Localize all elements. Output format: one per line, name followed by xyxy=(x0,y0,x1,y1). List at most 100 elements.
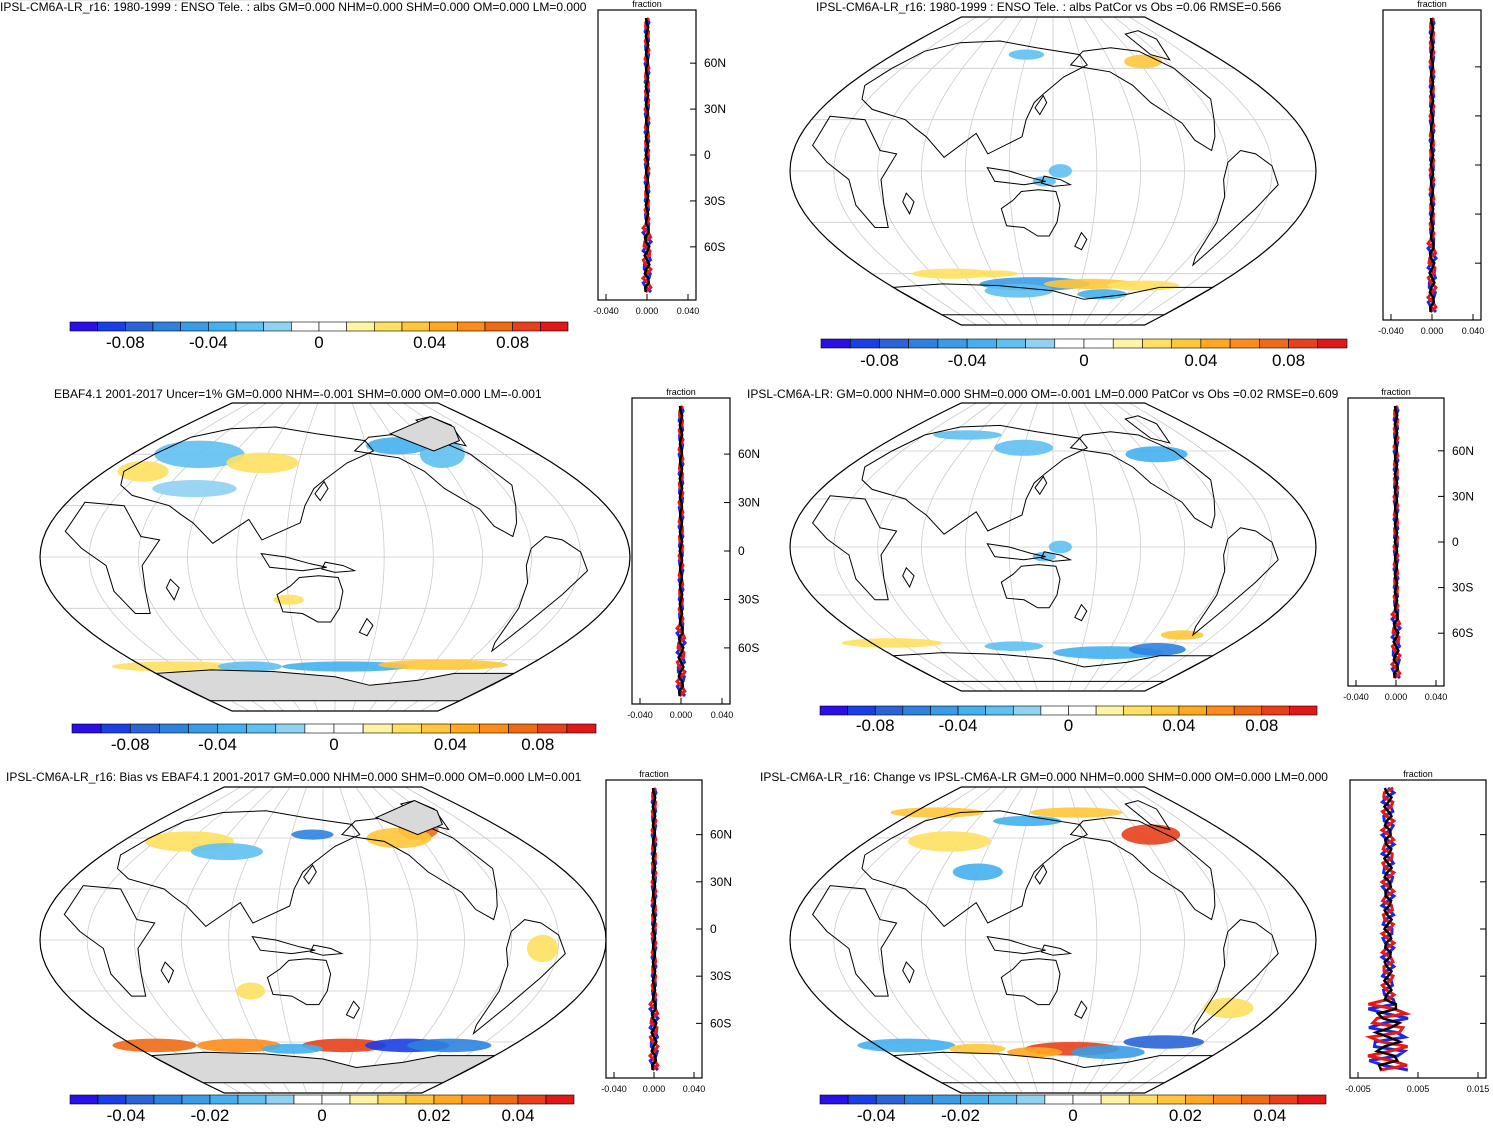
anomaly-patch xyxy=(378,659,508,670)
anomaly-patch xyxy=(948,1043,1006,1054)
coastline-eurasia xyxy=(116,810,361,928)
anomaly-patch xyxy=(1008,49,1045,60)
coastline-eurasia xyxy=(861,424,1088,535)
coastline-greenland xyxy=(1124,30,1171,61)
anomaly-patch xyxy=(1123,1035,1205,1049)
coastline-greenland xyxy=(1124,415,1171,444)
profile-line xyxy=(1392,405,1400,679)
anomaly-patch xyxy=(1048,540,1072,554)
profile-line xyxy=(1428,17,1436,313)
profile-xtick-label: 0.000 xyxy=(1385,692,1408,702)
colorbar-label: 0.08 xyxy=(496,333,529,352)
colorbar-label: 0.02 xyxy=(417,1106,450,1125)
colorbar-swatch xyxy=(566,723,597,734)
anomaly-patch xyxy=(908,831,991,852)
anomaly-patch xyxy=(1160,630,1204,640)
coastline-antarctica xyxy=(891,283,1215,316)
colorbar-label: 0.04 xyxy=(434,735,467,754)
profile-line xyxy=(677,405,685,697)
profile-ytick-label: 30S xyxy=(738,592,759,606)
colorbar-label: 0 xyxy=(1079,351,1088,370)
colorbar-label: 0 xyxy=(329,735,338,754)
colorbar: -0.08 -0.04 0 0.04 0.08 xyxy=(69,321,569,352)
coastline-greenland xyxy=(1124,800,1171,831)
colorbar-swatch xyxy=(1100,1094,1130,1105)
coastline-japan xyxy=(314,480,329,502)
zonal-profile: fraction -0.040 0.000 0.040 xyxy=(1378,0,1484,336)
colorbar-label: 0.04 xyxy=(501,1106,534,1125)
colorbar-label: -0.04 xyxy=(198,735,237,754)
coastline-africa xyxy=(811,885,898,997)
coastlines xyxy=(63,800,566,1084)
anomaly-patch xyxy=(993,815,1062,827)
profile-xtick-label: 0.040 xyxy=(1425,692,1448,702)
profile-axis-label: fraction xyxy=(639,769,669,779)
colorbar-swatch xyxy=(932,1094,961,1105)
colorbar-swatch xyxy=(1213,1094,1242,1105)
coastlines xyxy=(811,800,1279,1084)
anomaly-patch xyxy=(1029,807,1123,818)
map-border xyxy=(789,786,1317,1094)
profile-ytick-label: 30N xyxy=(704,102,726,116)
profile-xtick-label: 0.040 xyxy=(683,1084,706,1094)
colorbar-swatch xyxy=(904,1094,933,1105)
colorbar-label: -0.04 xyxy=(189,333,228,352)
masked-region xyxy=(374,800,443,836)
anomaly-field xyxy=(912,49,1180,300)
coastlines xyxy=(811,30,1279,316)
coastline-south-america xyxy=(472,919,566,1035)
coastline-madagascar xyxy=(902,566,915,589)
colorbar: -0.04 -0.02 0 0.02 0.04 xyxy=(819,1094,1327,1125)
coastline-madagascar xyxy=(165,578,180,601)
coastline-australia xyxy=(1000,189,1061,237)
zonal-profile: fraction -0.040 0.000 0.040 60N 30N 0 30S 60S xyxy=(627,387,760,720)
coastline-south-america xyxy=(1191,527,1279,637)
colorbar-swatch xyxy=(847,1094,877,1105)
coastline-antarctica xyxy=(149,1051,496,1084)
coastline-antarctica xyxy=(154,669,515,702)
anomaly-patch xyxy=(111,661,240,672)
profile-ytick-label: 60N xyxy=(710,828,732,842)
profile-line xyxy=(650,787,658,1071)
map-border xyxy=(39,402,631,712)
coastline-north-america xyxy=(1069,431,1216,529)
anomaly-patch xyxy=(1121,824,1181,845)
profile-ytick-label: 30N xyxy=(710,875,732,889)
colorbar-swatch xyxy=(960,1094,989,1105)
coastline-indonesia xyxy=(986,935,1046,955)
profile-ytick-label: 60S xyxy=(704,240,725,254)
profile-xtick-label: -0.005 xyxy=(1345,1084,1371,1094)
anomaly-patch xyxy=(933,430,1002,440)
zonal-profile: fraction -0.040 0.000 0.040 60N 30N 0 30S 60S xyxy=(601,769,732,1094)
profile-ytick-label: 60N xyxy=(1452,444,1474,458)
profile-ytick-label: 60S xyxy=(738,641,759,655)
coastline-new-zealand xyxy=(345,1000,361,1019)
zonal-profile: fraction -0.040 0.000 0.040 60N 30N 0 30S 60S xyxy=(1343,387,1474,702)
profile-xtick-label: 0.040 xyxy=(677,306,700,316)
colorbar-label: 0.08 xyxy=(1272,351,1305,370)
anomaly-patch xyxy=(152,480,237,498)
panel-title: EBAF4.1 2001-2017 Uncer=1% GM=0.000 NHM=… xyxy=(54,387,542,401)
colorbar-label: -0.08 xyxy=(106,333,145,352)
profile-xtick-label: -0.040 xyxy=(627,710,653,720)
colorbar-label: 0.08 xyxy=(1245,716,1278,735)
profile-xtick-label: 0.000 xyxy=(643,1084,666,1094)
panel-title: IPSL-CM6A-LR_r16: Change vs IPSL-CM6A-LR… xyxy=(760,770,1328,784)
colorbar-label: -0.02 xyxy=(941,1106,980,1125)
map-border xyxy=(789,16,1317,326)
anomaly-patch xyxy=(1071,1045,1145,1059)
colorbar-label: -0.08 xyxy=(111,735,150,754)
anomaly-patch xyxy=(994,439,1053,456)
profile-line xyxy=(1368,786,1410,1072)
colorbar-label: 0.04 xyxy=(413,333,446,352)
coastline-eurasia xyxy=(861,810,1088,928)
anomaly-patch xyxy=(984,283,1053,298)
profile-xtick-label: 0.040 xyxy=(1462,326,1485,336)
profile-ytick-label: 0 xyxy=(1452,535,1459,549)
colorbar-label: -0.08 xyxy=(860,351,899,370)
colorbar-swatch xyxy=(540,321,569,332)
anomaly-patch xyxy=(273,594,305,605)
